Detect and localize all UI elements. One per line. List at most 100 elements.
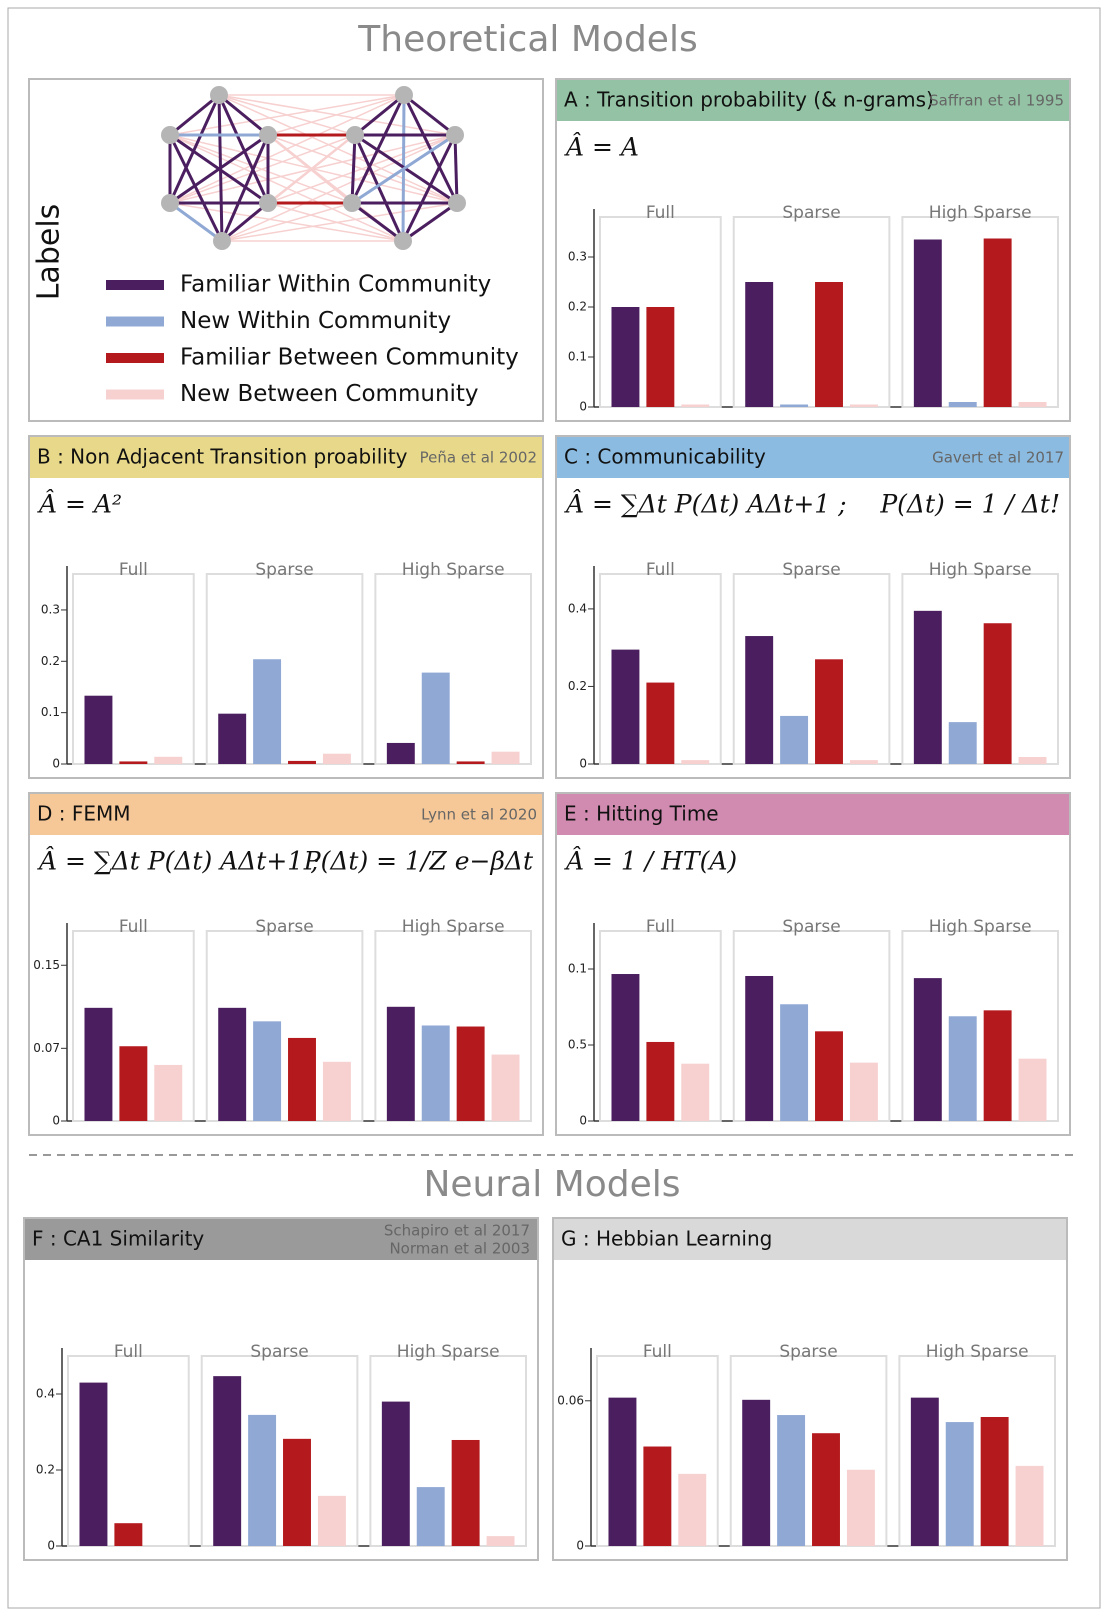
bar — [913, 239, 942, 407]
within-edge — [453, 134, 459, 204]
legend-swatch — [106, 353, 164, 363]
within-edge — [401, 134, 457, 242]
group-box — [205, 573, 364, 765]
panel-header — [25, 1219, 537, 1260]
bar — [849, 760, 878, 764]
panel — [23, 1217, 539, 1561]
node — [259, 194, 277, 212]
group-label: Sparse — [255, 917, 313, 937]
y-tick-label: 0.2 — [568, 300, 587, 314]
panel-header — [557, 794, 1069, 835]
within-edge — [353, 134, 405, 242]
node — [446, 126, 464, 144]
group-box — [901, 573, 1060, 765]
bar — [456, 1026, 485, 1121]
bar — [611, 649, 640, 764]
bar — [416, 1487, 445, 1546]
bar — [154, 1064, 183, 1121]
group-box — [898, 1355, 1057, 1547]
bar — [780, 1004, 809, 1121]
bar — [608, 1397, 637, 1546]
bar — [948, 722, 977, 764]
bar — [745, 282, 774, 407]
within-edge — [169, 133, 269, 205]
within-edge — [220, 134, 270, 242]
bar — [79, 1382, 108, 1546]
bar — [119, 1046, 148, 1121]
legend-swatch — [106, 280, 164, 290]
bar — [611, 974, 640, 1121]
group-label: Full — [119, 560, 148, 580]
title: Theoretical Models — [357, 19, 697, 60]
within-edge — [169, 93, 220, 137]
group-box — [729, 1355, 888, 1547]
bar — [980, 1416, 1009, 1546]
bar — [983, 1010, 1012, 1121]
bar — [253, 659, 282, 764]
node — [395, 86, 413, 104]
panel — [28, 435, 544, 779]
group-label: Full — [646, 203, 675, 223]
bar — [913, 610, 942, 764]
bar — [322, 753, 351, 764]
node — [343, 194, 361, 212]
group-label: Full — [114, 1342, 143, 1362]
group-box — [901, 930, 1060, 1122]
formula: Â = A² — [37, 490, 122, 519]
y-tick-label: 0.2 — [41, 654, 60, 668]
bar — [248, 1414, 277, 1546]
formula: Â = 1 / HT(A) — [564, 847, 737, 876]
panel-header — [557, 80, 1069, 121]
group-label: Sparse — [255, 560, 313, 580]
bar — [983, 623, 1012, 764]
y-tick-label: 0.1 — [568, 962, 587, 976]
node — [213, 232, 231, 250]
bar — [154, 756, 183, 764]
bar — [815, 659, 843, 764]
within-edge — [168, 94, 221, 204]
labels-title: Labels — [32, 204, 67, 301]
bar — [1018, 757, 1047, 764]
bar — [213, 1376, 242, 1546]
bar — [386, 1006, 415, 1121]
group-box — [369, 1355, 528, 1547]
between-edge — [267, 94, 405, 136]
bar — [491, 1054, 520, 1121]
bar — [451, 1439, 480, 1546]
within-edge — [351, 201, 404, 243]
formula: Â = A — [564, 133, 639, 162]
y-tick-label: 0 — [47, 1539, 55, 1553]
bar — [780, 715, 809, 764]
between-edge — [169, 94, 405, 136]
group-label: Sparse — [782, 917, 840, 937]
group-label: High Sparse — [397, 1342, 500, 1362]
bar — [742, 1399, 771, 1546]
bar — [218, 713, 247, 764]
y-tick-label: 0.4 — [568, 601, 587, 615]
bar — [646, 682, 675, 764]
node — [161, 194, 179, 212]
formula: Â = ∑Δt P(Δt) AΔt+1 ; — [564, 490, 847, 519]
panel-title: A : Transition probability (& n-grams) — [564, 88, 934, 112]
panel-title: F : CA1 Similarity — [32, 1227, 204, 1251]
within-edge — [402, 94, 459, 204]
citation: Norman et al 2003 — [389, 1240, 530, 1258]
group-label: High Sparse — [402, 917, 505, 937]
group-box — [374, 573, 533, 765]
group-box — [901, 216, 1060, 408]
group-label: High Sparse — [929, 203, 1032, 223]
panel-title: G : Hebbian Learning — [561, 1227, 772, 1251]
bar — [421, 1025, 450, 1121]
between-edge — [221, 134, 456, 242]
bar — [846, 1469, 875, 1546]
formula: P(Δt) = 1 / Δt! — [879, 490, 1060, 519]
bar — [815, 1031, 843, 1121]
panel-header — [30, 794, 542, 835]
group-box — [732, 216, 891, 408]
group-label: Full — [643, 1342, 672, 1362]
bar — [780, 404, 809, 407]
group-label: Sparse — [782, 560, 840, 580]
bar — [913, 978, 942, 1121]
y-tick-label: 0.07 — [33, 1041, 60, 1055]
